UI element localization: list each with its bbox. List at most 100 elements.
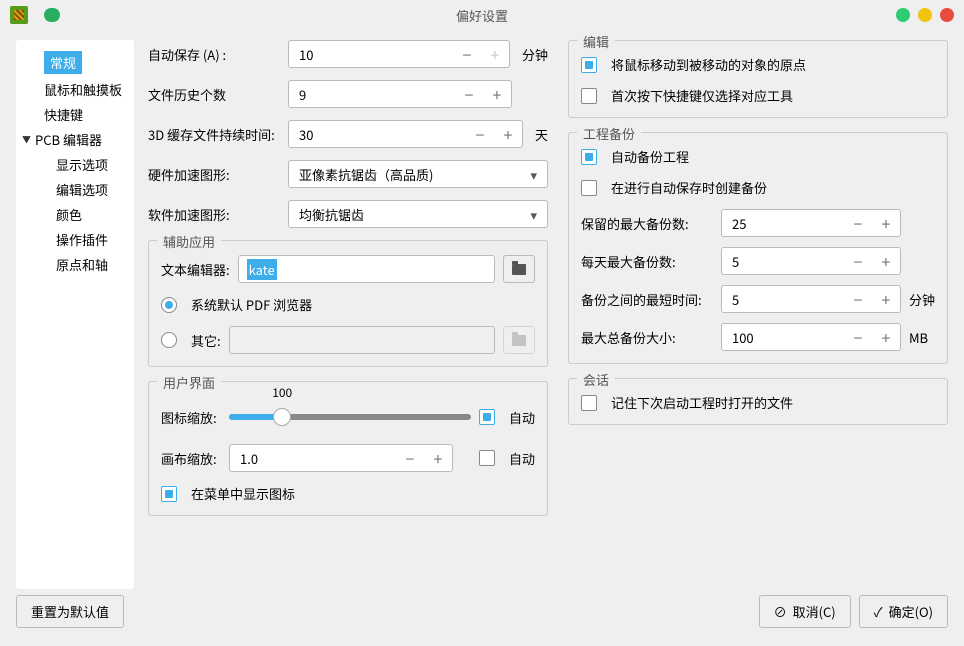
spin-plus-icon[interactable]: + bbox=[494, 121, 522, 147]
cancel-button[interactable]: 取消(C) bbox=[759, 595, 851, 628]
canvasscale-input[interactable] bbox=[230, 445, 396, 471]
mintime-input[interactable] bbox=[722, 286, 844, 312]
spin-minus-icon[interactable]: − bbox=[453, 41, 481, 67]
window-title: 偏好设置 bbox=[456, 6, 508, 25]
showicons-checkbox[interactable] bbox=[161, 486, 177, 502]
autobackup-label: 自动备份工程 bbox=[611, 147, 689, 166]
maxsize-input[interactable] bbox=[722, 324, 844, 350]
mintime-spinbox[interactable]: − + bbox=[721, 285, 901, 313]
maxday-label: 每天最大备份数: bbox=[581, 252, 713, 271]
cancel-icon bbox=[774, 602, 787, 621]
canvasscale-label: 画布缩放: bbox=[161, 449, 221, 468]
sidebar-item-edit[interactable]: 编辑选项 bbox=[16, 177, 134, 202]
backup-legend: 工程备份 bbox=[577, 124, 641, 143]
warp-label: 将鼠标移动到被移动的对象的原点 bbox=[611, 55, 806, 74]
check-icon bbox=[874, 602, 883, 621]
maxsize-unit: MB bbox=[909, 328, 935, 347]
canvasscale-auto-label: 自动 bbox=[509, 449, 535, 468]
spin-plus-icon[interactable]: + bbox=[872, 248, 900, 274]
remember-checkbox[interactable] bbox=[581, 395, 597, 411]
folder-icon bbox=[512, 335, 526, 346]
close-button[interactable] bbox=[940, 8, 954, 22]
sidebar-item-pcb-editor[interactable]: PCB 编辑器 bbox=[16, 127, 134, 152]
swaccel-combobox[interactable]: 均衡抗锯齿 bbox=[288, 200, 548, 228]
hotkey-checkbox[interactable] bbox=[581, 88, 597, 104]
cache3d-label: 3D 缓存文件持续时间: bbox=[148, 125, 280, 144]
pdf-other-label: 其它: bbox=[191, 331, 221, 350]
sidebar-item-hotkeys[interactable]: 快捷键 bbox=[16, 102, 134, 127]
iconscale-label: 图标缩放: bbox=[161, 408, 221, 427]
autosave-input[interactable] bbox=[289, 41, 453, 67]
autosave-label: 自动保存 (A) : bbox=[148, 45, 280, 64]
history-spinbox[interactable]: − + bbox=[288, 80, 512, 108]
spin-minus-icon[interactable]: − bbox=[466, 121, 494, 147]
maxsize-label: 最大总备份大小: bbox=[581, 328, 713, 347]
menu-indicator bbox=[44, 8, 60, 22]
spin-plus-icon[interactable]: + bbox=[872, 286, 900, 312]
texteditor-input[interactable]: kate bbox=[238, 255, 495, 283]
iconscale-auto-label: 自动 bbox=[509, 408, 535, 427]
spin-minus-icon[interactable]: − bbox=[844, 248, 872, 274]
browse-editor-button[interactable] bbox=[503, 255, 535, 283]
sidebar-item-general[interactable]: 常规 bbox=[44, 51, 82, 74]
ok-button[interactable]: 确定(O) bbox=[859, 595, 948, 628]
maxtotal-spinbox[interactable]: − + bbox=[721, 209, 901, 237]
spin-minus-icon[interactable]: − bbox=[844, 210, 872, 236]
pdf-other-input bbox=[229, 326, 495, 354]
hotkey-label: 首次按下快捷键仅选择对应工具 bbox=[611, 86, 793, 105]
maxsize-spinbox[interactable]: − + bbox=[721, 323, 901, 351]
pdf-default-radio[interactable] bbox=[161, 297, 177, 313]
remember-label: 记住下次启动工程时打开的文件 bbox=[611, 393, 793, 412]
cache3d-spinbox[interactable]: − + bbox=[288, 120, 523, 148]
maxday-input[interactable] bbox=[722, 248, 844, 274]
autobackup-checkbox[interactable] bbox=[581, 149, 597, 165]
window-controls bbox=[896, 8, 954, 22]
texteditor-label: 文本编辑器: bbox=[161, 260, 230, 279]
sidebar-item-mouse[interactable]: 鼠标和触摸板 bbox=[16, 77, 134, 102]
backup-onsave-checkbox[interactable] bbox=[581, 180, 597, 196]
pdf-other-radio[interactable] bbox=[161, 332, 177, 348]
minimize-button[interactable] bbox=[896, 8, 910, 22]
spin-minus-icon[interactable]: − bbox=[844, 324, 872, 350]
hwaccel-combobox[interactable]: 亚像素抗锯齿（高品质) bbox=[288, 160, 548, 188]
spin-plus-icon[interactable]: + bbox=[872, 210, 900, 236]
session-group: 会话 记住下次启动工程时打开的文件 bbox=[568, 378, 948, 425]
iconscale-slider[interactable]: 100 bbox=[229, 402, 471, 432]
sidebar-item-origin[interactable]: 原点和轴 bbox=[16, 252, 134, 277]
reset-button[interactable]: 重置为默认值 bbox=[16, 595, 124, 628]
sidebar-item-colors[interactable]: 颜色 bbox=[16, 202, 134, 227]
spin-minus-icon[interactable]: − bbox=[396, 445, 424, 471]
spin-plus-icon[interactable]: + bbox=[483, 81, 511, 107]
spin-plus-icon[interactable]: + bbox=[424, 445, 452, 471]
session-legend: 会话 bbox=[577, 370, 615, 389]
spin-minus-icon[interactable]: − bbox=[455, 81, 483, 107]
cache3d-input[interactable] bbox=[289, 121, 466, 147]
canvasscale-auto-checkbox[interactable] bbox=[479, 450, 495, 466]
spin-minus-icon[interactable]: − bbox=[844, 286, 872, 312]
sidebar-item-plugins[interactable]: 操作插件 bbox=[16, 227, 134, 252]
pdf-default-label: 系统默认 PDF 浏览器 bbox=[191, 295, 312, 314]
canvasscale-spinbox[interactable]: − + bbox=[229, 444, 453, 472]
autosave-spinbox[interactable]: − + bbox=[288, 40, 510, 68]
edit-group: 编辑 将鼠标移动到被移动的对象的原点 首次按下快捷键仅选择对应工具 bbox=[568, 40, 948, 118]
spin-plus-icon[interactable]: + bbox=[872, 324, 900, 350]
autosave-unit: 分钟 bbox=[522, 45, 548, 64]
maxtotal-input[interactable] bbox=[722, 210, 844, 236]
helper-legend: 辅助应用 bbox=[157, 232, 221, 251]
spin-plus-icon[interactable]: + bbox=[481, 41, 509, 67]
helper-apps-group: 辅助应用 文本编辑器: kate 系统默认 PDF 浏览器 其它: bbox=[148, 240, 548, 367]
folder-icon bbox=[512, 264, 526, 275]
warp-checkbox[interactable] bbox=[581, 57, 597, 73]
sidebar-item-display[interactable]: 显示选项 bbox=[16, 152, 134, 177]
ui-legend: 用户界面 bbox=[157, 373, 221, 392]
mintime-label: 备份之间的最短时间: bbox=[581, 290, 713, 309]
iconscale-auto-checkbox[interactable] bbox=[479, 409, 495, 425]
maximize-button[interactable] bbox=[918, 8, 932, 22]
swaccel-label: 软件加速图形: bbox=[148, 205, 280, 224]
app-icon bbox=[10, 6, 28, 24]
history-input[interactable] bbox=[289, 81, 455, 107]
maxday-spinbox[interactable]: − + bbox=[721, 247, 901, 275]
mintime-unit: 分钟 bbox=[909, 290, 935, 309]
titlebar: 偏好设置 bbox=[0, 0, 964, 30]
history-label: 文件历史个数 bbox=[148, 85, 280, 104]
